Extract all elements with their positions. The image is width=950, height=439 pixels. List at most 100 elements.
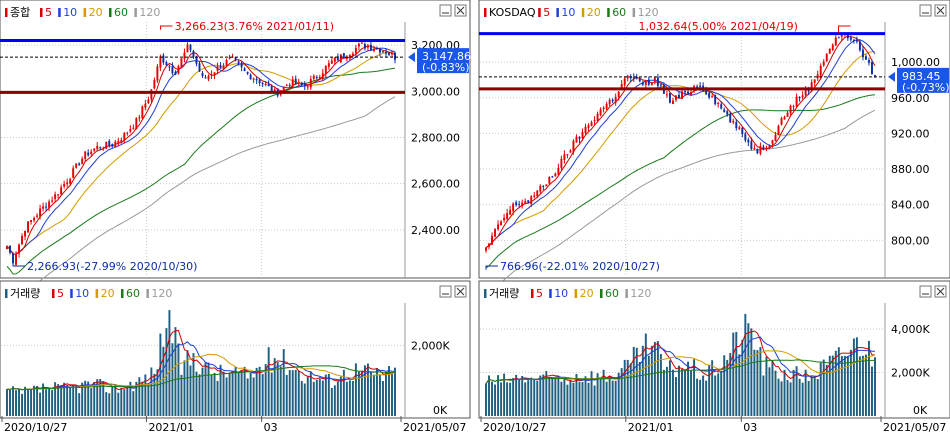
candle-body [798, 96, 801, 98]
volume-bar [15, 390, 17, 416]
candle-body [675, 95, 677, 100]
candle-body [385, 52, 387, 54]
candle-body [617, 91, 620, 97]
candle-body [297, 82, 300, 84]
volume-bar [675, 377, 677, 416]
volume-bar [102, 381, 105, 416]
high-annotation-label: 3,266.23(3.76% 2021/01/11) [175, 20, 334, 33]
volume-bar [357, 371, 360, 416]
volume-panel-left-volume: 거래량 5 10 20 60 120 0K 2,000K 2020/10/27 2021/01 03… [0, 280, 471, 434]
volume-bar [771, 360, 774, 416]
volume-bar [614, 380, 617, 416]
volume-bar [840, 356, 843, 416]
volume-bar [258, 366, 261, 416]
volume-bar [9, 389, 11, 416]
candle-body [738, 127, 741, 129]
close-icon-glyph-b [936, 287, 945, 296]
volume-bar [551, 377, 554, 416]
volume-bar [671, 369, 674, 416]
y-tick-label: 2,800.00 [411, 131, 460, 144]
candle-body [150, 89, 153, 100]
candle-body [771, 140, 774, 144]
volume-bar [693, 359, 696, 416]
volume-bar [318, 378, 321, 416]
volume-bar [506, 382, 509, 416]
candle-body [60, 187, 63, 195]
volume-bar [192, 353, 195, 416]
candle-body [237, 61, 240, 64]
candle-body [668, 92, 671, 103]
candle-body [327, 63, 330, 67]
low-annotation-label: 766.96(-22.01% 2020/10/27) [500, 260, 660, 273]
volume-bar [129, 381, 132, 416]
volume-bar [578, 382, 581, 416]
volume-bar [78, 393, 81, 416]
current-price-arrow-icon [408, 52, 415, 63]
ma120-line [485, 109, 876, 299]
volume-bar [219, 364, 222, 416]
minimize-icon[interactable] [919, 4, 932, 17]
volume-bar [593, 385, 596, 416]
volume-bar [798, 378, 801, 416]
volume-bar [105, 392, 108, 416]
legend-label-3: 20 [580, 287, 594, 300]
volume-bar [165, 328, 168, 416]
volume-bar [237, 372, 240, 416]
volume-bar [225, 377, 228, 416]
candle-body [705, 90, 708, 95]
volume-bar [678, 365, 680, 416]
legend-swatch-3 [574, 289, 578, 298]
volume-bar [195, 371, 198, 416]
volume-bar [665, 366, 668, 416]
candle-body [620, 83, 623, 91]
volume-bar [207, 362, 210, 416]
volume-bar [222, 371, 225, 416]
volume-bar [264, 364, 267, 416]
candle-body [717, 102, 720, 105]
volume-bar [503, 373, 506, 416]
candle-body [153, 80, 156, 89]
volume-bar [602, 369, 605, 416]
candle-body [488, 243, 490, 247]
volume-bar [717, 373, 720, 416]
y-tick-label: 960.00 [891, 92, 930, 105]
volume-bar [632, 346, 635, 416]
high-annotation-label: 1,032.64(5.00% 2021/04/19) [639, 20, 798, 33]
volume-bar [521, 376, 524, 416]
minimize-icon[interactable] [439, 285, 452, 298]
volume-bar [819, 362, 822, 416]
candle-body [626, 75, 629, 79]
candle-body [198, 63, 201, 72]
candle-body [333, 57, 336, 62]
candle-body [285, 85, 288, 87]
candle-body [255, 78, 258, 81]
candle-body [372, 48, 375, 52]
candle-body [27, 221, 30, 233]
legend-label-5: 120 [139, 6, 160, 19]
candle-body [687, 91, 690, 94]
volume-bar [777, 378, 780, 416]
volume-bar [681, 368, 683, 416]
volume-bar [6, 388, 8, 416]
candle-body [638, 78, 641, 82]
minimize-icon[interactable] [439, 4, 452, 17]
volume-tick-label: 0K [433, 404, 448, 417]
volume-bar [735, 331, 738, 416]
candle-body [33, 218, 36, 221]
legend-swatch-2 [70, 289, 73, 298]
candle-body [732, 120, 735, 123]
volume-bar [638, 362, 641, 416]
volume-bar [57, 384, 60, 416]
candle-body [681, 91, 683, 99]
candle-body [629, 76, 632, 79]
candle-body [632, 77, 635, 79]
current-price-box [417, 48, 469, 74]
minimize-icon[interactable] [919, 285, 932, 298]
current-price-value: 3,147.86 [422, 50, 471, 63]
candle-body [394, 52, 396, 60]
candle-body [527, 200, 530, 203]
volume-bar [228, 372, 231, 416]
candle-body [804, 88, 807, 96]
y-tick-label: 880.00 [891, 163, 930, 176]
volume-bar [354, 363, 357, 416]
